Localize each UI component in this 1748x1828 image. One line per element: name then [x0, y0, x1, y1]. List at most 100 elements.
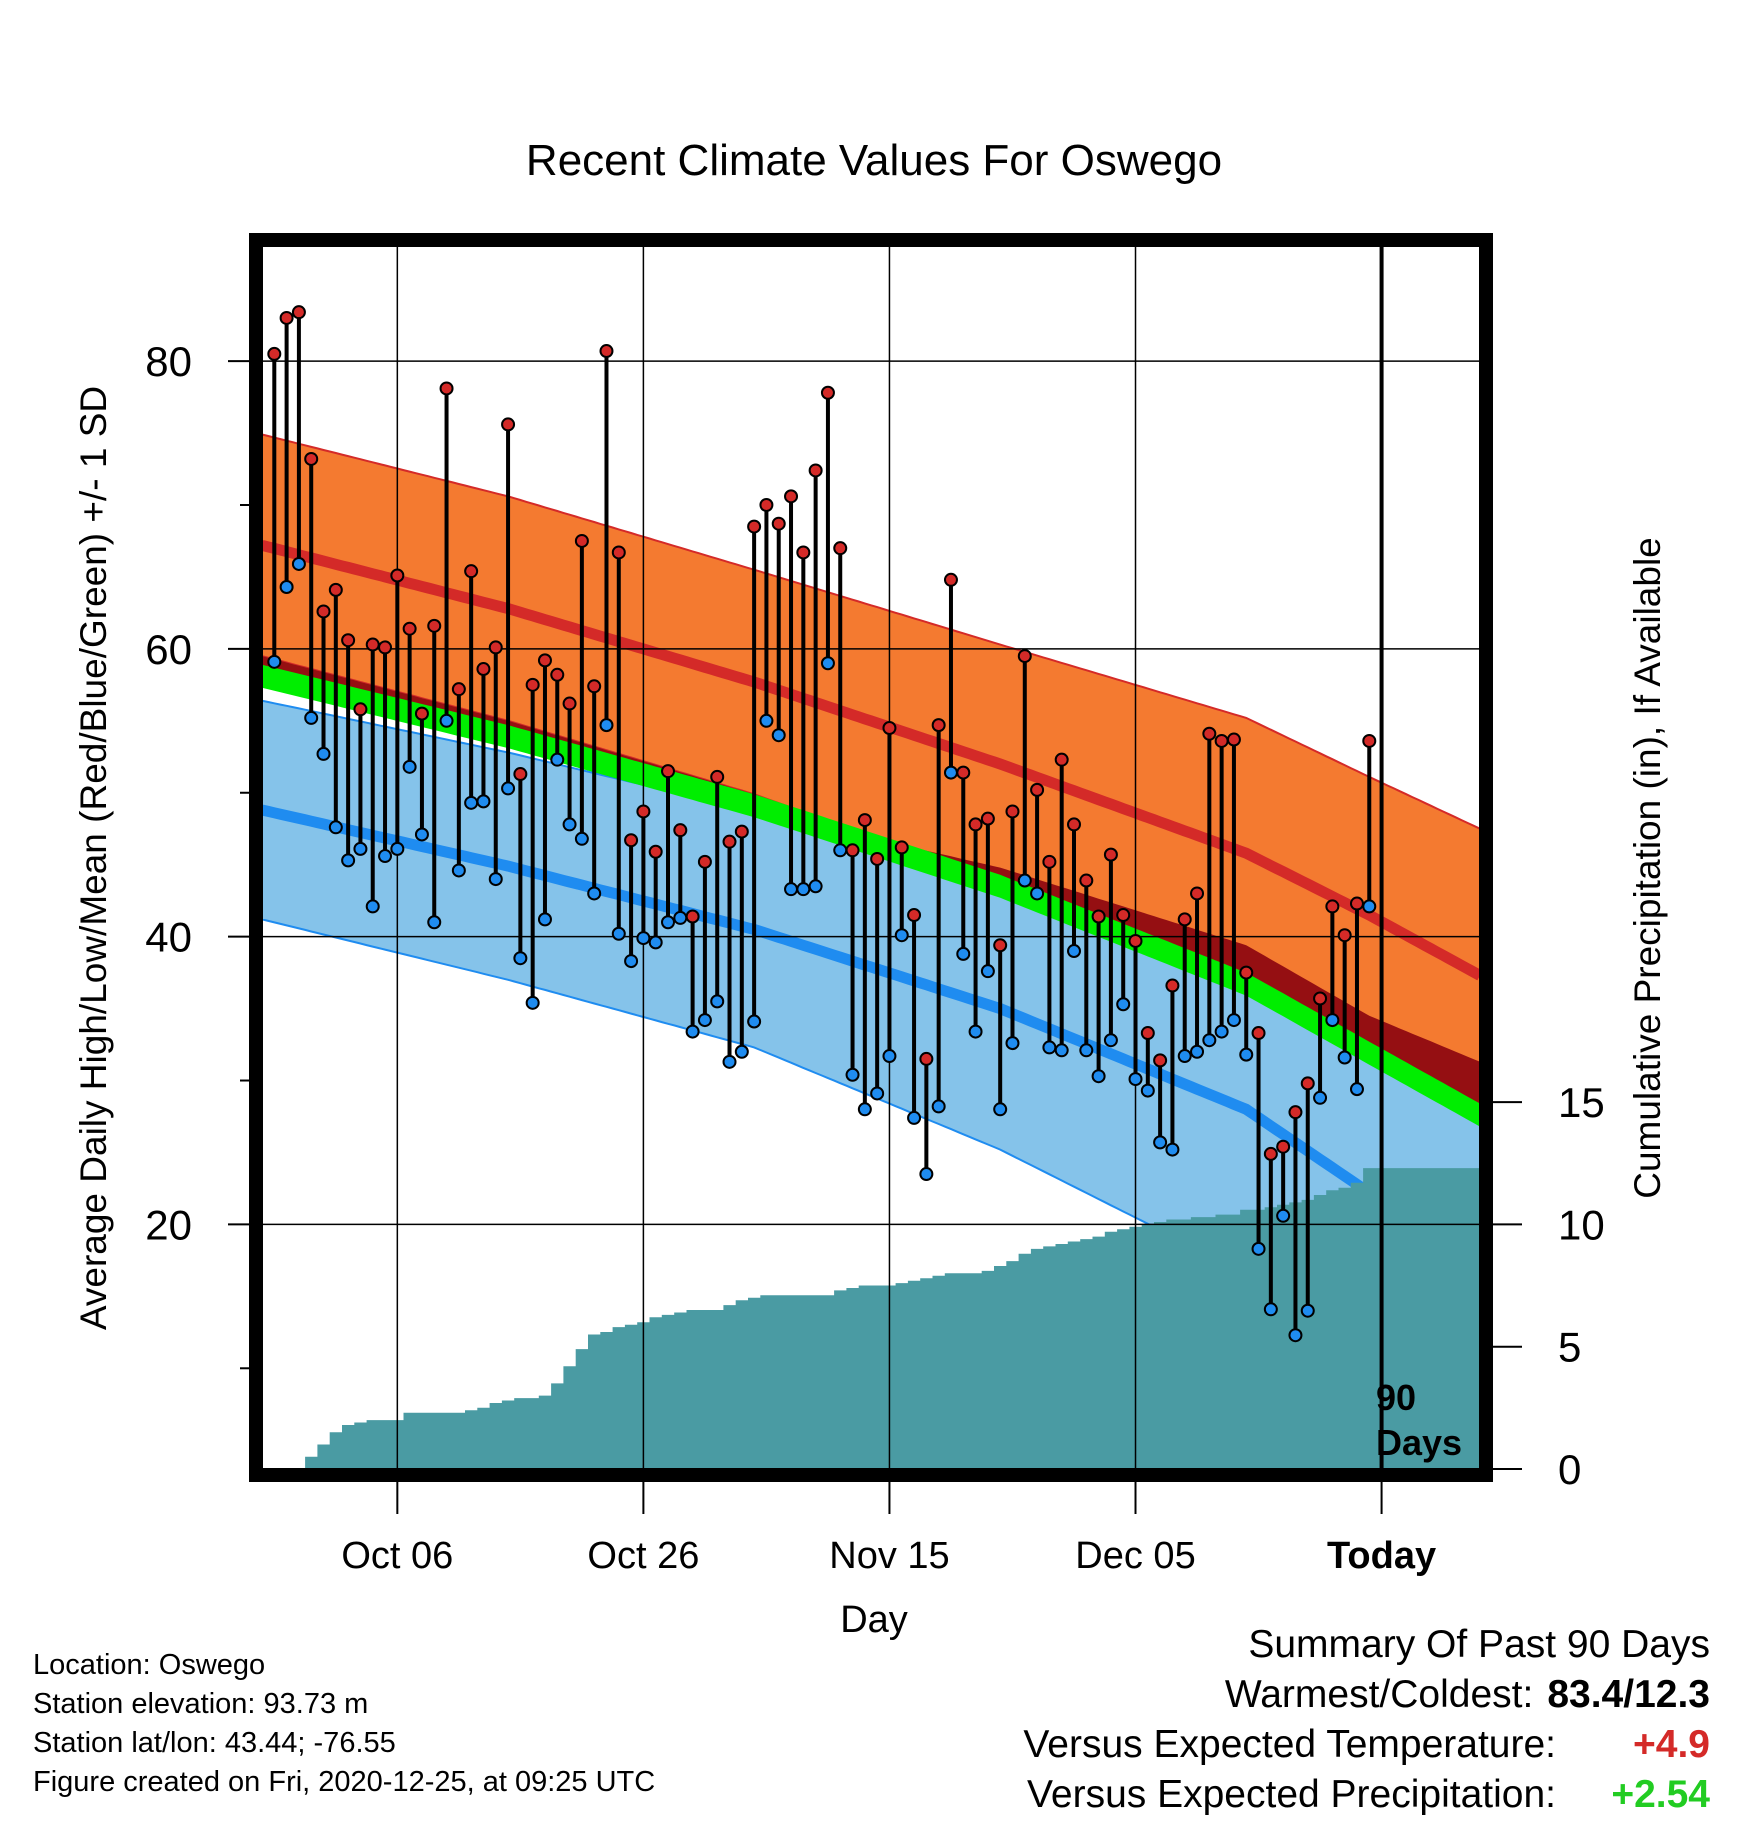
high-temp-dot	[574, 533, 589, 548]
y-tick-label-right: 15	[1558, 1079, 1605, 1126]
high-temp-dot	[882, 721, 897, 736]
high-temp-dot	[267, 346, 282, 361]
high-temp-dot	[328, 582, 343, 597]
low-temp-dot	[661, 915, 675, 930]
high-temp-dot	[599, 344, 614, 359]
summary-heading: Summary Of Past 90 Days	[1248, 1623, 1710, 1666]
high-temp-dot	[722, 834, 737, 849]
high-temp-dot	[451, 682, 466, 697]
high-temp-dot	[291, 305, 306, 320]
low-temp-dot	[365, 899, 380, 914]
high-temp-dot	[353, 702, 368, 717]
high-temp-dot	[1140, 1026, 1155, 1041]
high-temp-dot	[1005, 804, 1020, 819]
high-temp-dot	[1128, 933, 1143, 948]
elevation-text: Station elevation: 93.73 m	[33, 1688, 369, 1720]
low-temp-dot	[648, 935, 663, 950]
x-tick-label: Nov 15	[829, 1535, 949, 1577]
normal-low-line	[262, 804, 1480, 1261]
high-temp-dot	[501, 417, 516, 432]
ninety-days-annotation: 90 Days	[1376, 1377, 1462, 1463]
low-temp-dot	[488, 872, 503, 887]
high-temp-dot	[931, 718, 946, 733]
high-temp-dot	[980, 811, 995, 826]
low-temp-dot	[1042, 1040, 1057, 1055]
warmest-label: Warmest/Coldest:	[1224, 1673, 1534, 1716]
low-temp-dot	[1263, 1302, 1278, 1317]
low-temp-dot	[587, 886, 602, 901]
low-temp-dot	[1190, 1044, 1205, 1059]
low-temp-dot	[1349, 1082, 1364, 1097]
summary-precip-row: Versus Expected Precipitation: +2.54	[1023, 1770, 1710, 1820]
low-temp-dot	[1276, 1208, 1291, 1223]
low-temp-dot	[722, 1054, 737, 1069]
high-temp-dot	[1251, 1026, 1266, 1041]
high-temp-dot	[796, 545, 811, 560]
high-temp-dot	[525, 677, 540, 692]
low-temp-dot	[980, 964, 995, 979]
low-temp-dot	[685, 1024, 700, 1039]
low-temp-dot	[697, 1013, 712, 1028]
low-temp-dot	[734, 1044, 749, 1059]
station-info: Location: Oswego Station elevation: 93.7…	[33, 1646, 655, 1802]
high-temp-dot	[956, 765, 971, 780]
low-temp-dot	[1165, 1142, 1180, 1157]
high-temp-dot	[365, 637, 380, 652]
low-temp-dot	[1079, 1043, 1094, 1058]
high-temp-dot	[1116, 908, 1131, 923]
low-temp-dot	[1091, 1069, 1106, 1084]
low-temp-dot	[427, 915, 442, 930]
high-temp-dot	[550, 667, 565, 682]
high-temp-dot	[279, 310, 294, 325]
low-temp-dot	[1362, 899, 1377, 914]
summary-panel: Summary Of Past 90 Days Warmest/Coldest:…	[1023, 1620, 1710, 1820]
high-temp-dot	[1153, 1053, 1168, 1068]
high-temp-dot	[1300, 1076, 1315, 1091]
low-temp-dot	[1153, 1135, 1168, 1150]
daily-dots-layer	[267, 305, 1377, 1343]
normal-high-line	[262, 539, 1480, 981]
high-temp-dot	[907, 908, 922, 923]
high-temp-dot	[439, 381, 454, 396]
low-temp-dot	[894, 928, 909, 943]
high-temp-dot	[476, 662, 491, 677]
precip-value: +2.54	[1611, 1773, 1710, 1816]
low-temp-dot	[390, 841, 405, 856]
x-axis-label: Day	[840, 1599, 908, 1641]
high-temp-dot	[1239, 965, 1254, 980]
high-temp-dot	[427, 618, 442, 633]
low-temp-dot	[673, 910, 688, 925]
low-temp-dot	[784, 882, 799, 897]
high-temp-dot	[390, 568, 405, 583]
low-temp-dot	[267, 654, 282, 669]
high-temp-dot	[562, 696, 577, 711]
low-temp-dot	[1300, 1303, 1315, 1318]
x-tick-label: Oct 26	[587, 1535, 699, 1577]
high-temp-dot	[587, 679, 602, 694]
y-tick-label-right: 5	[1558, 1324, 1581, 1371]
low-temp-dot	[1202, 1033, 1217, 1048]
y-tick-label-right: 10	[1558, 1201, 1605, 1248]
y-tick-label-right: 0	[1558, 1446, 1581, 1493]
high-temp-dot	[943, 572, 958, 587]
high-temp-dot	[1017, 649, 1032, 664]
low-temp-dot	[1239, 1047, 1254, 1062]
location-text: Location: Oswego	[33, 1649, 266, 1681]
high-temp-dot	[513, 767, 528, 782]
high-temp-dot	[1349, 896, 1364, 911]
daily-range-layer	[272, 312, 1372, 1336]
high-temp-dot	[304, 451, 319, 466]
high-temp-dot	[919, 1051, 934, 1066]
low-temp-dot	[956, 946, 971, 961]
low-temp-dot	[1103, 1033, 1118, 1048]
high-temp-dot	[1165, 978, 1180, 993]
high-temp-dot	[378, 640, 393, 655]
high-temp-dot	[316, 604, 331, 619]
low-temp-dot	[537, 912, 552, 927]
high-temp-dot	[1276, 1139, 1291, 1154]
precipitation-layer	[268, 1168, 1480, 1469]
high-temp-dot	[661, 764, 675, 779]
low-temp-dot	[968, 1024, 983, 1039]
summary-temp-row: Versus Expected Temperature: +4.9	[1023, 1720, 1710, 1770]
plot-frame	[249, 233, 1493, 1482]
